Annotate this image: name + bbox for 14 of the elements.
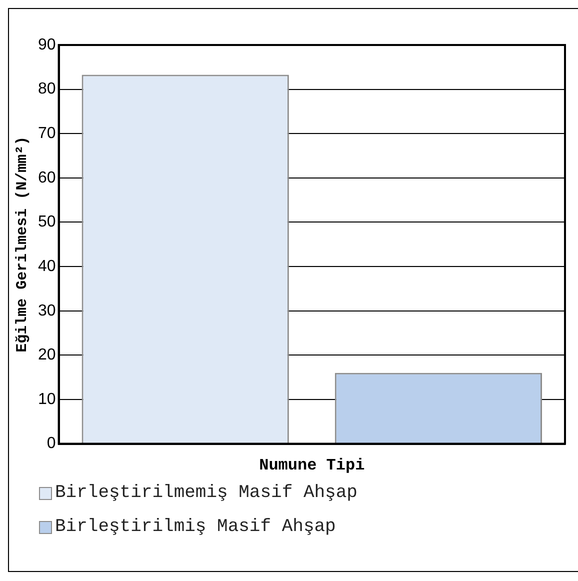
y-tick-label: 70: [38, 125, 56, 142]
y-tick-label: 20: [38, 346, 56, 364]
y-tick-label: 60: [38, 169, 56, 186]
y-tick-label: 90: [38, 36, 56, 54]
y-tick-label: 80: [38, 80, 56, 98]
legend-label: Birleştirilmiş Masif Ahşap: [55, 517, 336, 537]
legend-label: Birleştirilmemiş Masif Ahşap: [55, 483, 358, 503]
y-tick-label: 50: [38, 214, 56, 231]
y-tick-label: 10: [38, 390, 56, 408]
y-tick-label: 40: [38, 258, 56, 275]
y-tick-label: 30: [38, 302, 56, 320]
x-axis-title: Numune Tipi: [259, 456, 365, 474]
y-axis-title: Eğilme Gerilmesi (N/mm²): [14, 136, 31, 352]
y-tick-label: 0: [46, 435, 56, 452]
